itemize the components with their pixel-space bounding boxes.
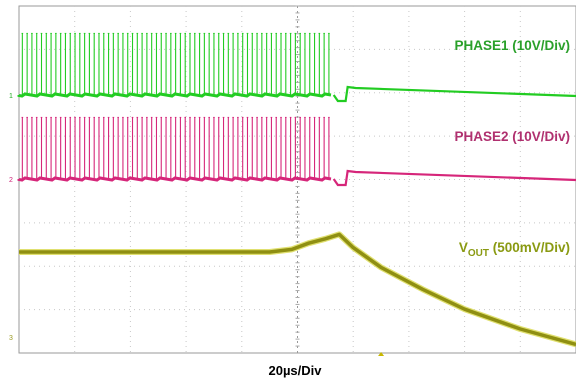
vout-label: VOUT (500mV/Div) <box>459 240 570 259</box>
baseline <box>17 176 332 182</box>
phase2-label: PHASE2 (10V/Div) <box>454 129 570 144</box>
vout-label-main: V <box>459 240 468 255</box>
phase2-trace <box>17 116 576 187</box>
settle-segment <box>332 85 576 103</box>
baseline <box>17 92 332 98</box>
trigger-marker <box>378 352 385 356</box>
channel-marker: 1 <box>9 93 13 100</box>
vout-label-sub: OUT <box>468 248 489 259</box>
labels: PHASE1 (10V/Div) PHASE2 (10V/Div) VOUT (… <box>268 38 570 378</box>
phase1-trace <box>17 32 576 103</box>
settle-segment <box>332 169 576 187</box>
vout-label-rest: (500mV/Div) <box>489 240 570 255</box>
vout-trace <box>19 231 576 348</box>
traces <box>17 32 576 348</box>
phase1-label: PHASE1 (10V/Div) <box>454 38 570 53</box>
x-axis-label: 20µs/Div <box>268 363 322 378</box>
vout-line <box>19 232 576 347</box>
channel-marker: 2 <box>9 177 13 184</box>
channel-marker: 3 <box>9 335 13 342</box>
